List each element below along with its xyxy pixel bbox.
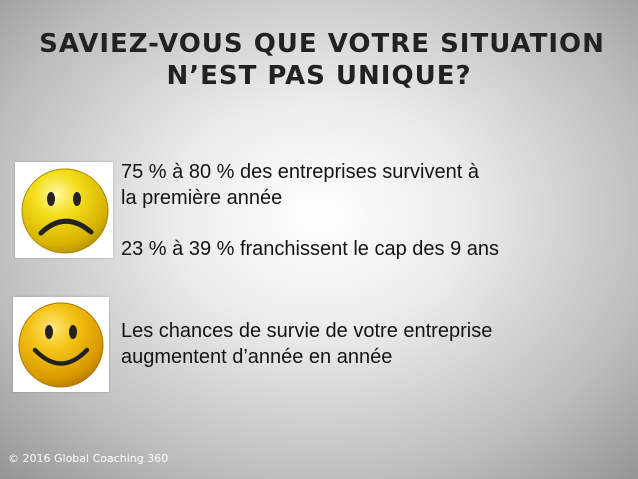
bullet-survival-nine-years: 23 % à 39 % franchissent le cap des 9 an… bbox=[121, 236, 621, 262]
bullet-text-line: 75 % à 80 % des entreprises survivent à bbox=[121, 161, 479, 183]
copyright-footer: © 2016 Global Coaching 360 bbox=[8, 452, 169, 465]
bullet-text-line: augmentent d’année en année bbox=[121, 346, 393, 368]
bullet-text-line: Les chances de survie de votre entrepris… bbox=[121, 320, 493, 342]
sad-face-icon bbox=[15, 162, 113, 258]
bullet-survival-first-year: 75 % à 80 % des entreprises survivent à … bbox=[121, 159, 621, 211]
bullet-text-line: la première année bbox=[121, 187, 283, 209]
bullet-survival-chances: Les chances de survie de votre entrepris… bbox=[121, 318, 621, 370]
smiley-face-icon bbox=[13, 297, 109, 392]
bullet-text-line: 23 % à 39 % franchissent le cap des 9 an… bbox=[121, 238, 500, 260]
slide-title-line-1: SAVIEZ-VOUS QUE VOTRE SITUATION bbox=[39, 29, 605, 59]
slide-title: SAVIEZ-VOUS QUE VOTRE SITUATION N’EST PA… bbox=[0, 28, 638, 92]
slide-title-line-2: N’EST PAS UNIQUE? bbox=[166, 61, 472, 91]
